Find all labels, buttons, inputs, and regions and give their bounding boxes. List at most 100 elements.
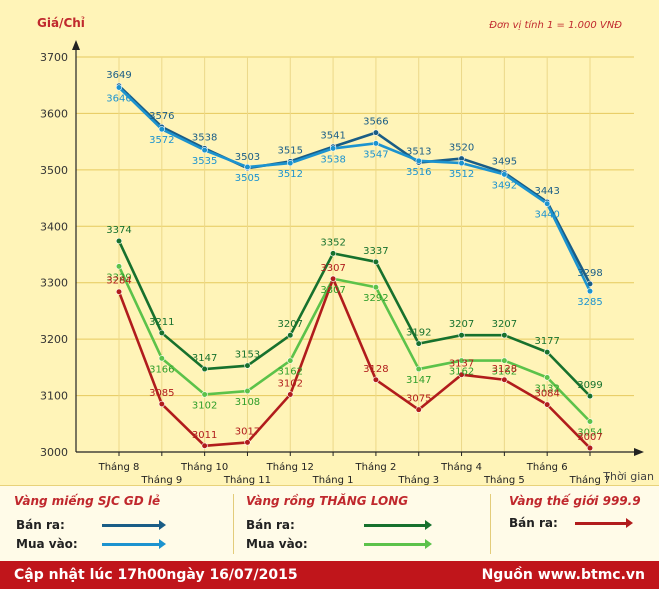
x-tick-label: Tháng 3 bbox=[397, 474, 439, 485]
data-point bbox=[244, 362, 251, 369]
data-point bbox=[586, 288, 594, 295]
data-label: 3512 bbox=[278, 169, 303, 180]
data-label: 3495 bbox=[492, 157, 517, 168]
legend-label-sjc-sell: Bán ra: bbox=[16, 518, 65, 532]
data-label: 3515 bbox=[278, 145, 303, 156]
unit-note: Đơn vị tính 1 = 1.000 VNĐ bbox=[489, 19, 622, 31]
axes bbox=[72, 40, 644, 456]
data-point bbox=[544, 374, 551, 381]
data-label: 3576 bbox=[149, 111, 174, 122]
data-label: 3538 bbox=[192, 132, 217, 143]
data-point bbox=[415, 340, 422, 347]
data-label: 3128 bbox=[363, 364, 388, 375]
data-point bbox=[544, 200, 551, 207]
x-tick-label: Tháng 6 bbox=[526, 461, 568, 473]
data-point bbox=[586, 393, 594, 400]
x-axis-title: Thời gian bbox=[602, 470, 654, 483]
data-point bbox=[501, 171, 508, 178]
data-label: 3192 bbox=[406, 328, 431, 339]
y-tick-label: 3400 bbox=[40, 220, 68, 233]
legend-swatch-world-sell bbox=[575, 518, 633, 528]
legend: Vàng miếng SJC GD lẻ Bán ra: Mua vào: Và… bbox=[0, 485, 659, 562]
y-tick-label: 3600 bbox=[40, 107, 68, 120]
data-point bbox=[458, 159, 465, 167]
legend-label-thanglong-sell: Bán ra: bbox=[246, 518, 295, 532]
data-label: 3535 bbox=[192, 156, 217, 167]
data-point bbox=[158, 400, 165, 408]
series-line-4 bbox=[117, 277, 591, 449]
x-tick-label: Tháng 2 bbox=[355, 461, 397, 473]
data-point bbox=[415, 365, 422, 373]
data-label: 3520 bbox=[449, 143, 474, 154]
data-label: 3128 bbox=[492, 364, 517, 375]
data-point bbox=[115, 263, 123, 270]
data-label: 3099 bbox=[577, 380, 602, 391]
data-point bbox=[372, 376, 380, 383]
data-point bbox=[287, 332, 294, 339]
update-time: Cập nhật lúc 17h00ngày 16/07/2015 bbox=[14, 567, 298, 583]
legend-title-sjc: Vàng miếng SJC GD lẻ bbox=[14, 494, 161, 508]
y-axis-title: Giá/Chỉ bbox=[37, 16, 85, 30]
data-label: 3538 bbox=[320, 154, 345, 165]
data-point bbox=[329, 250, 337, 257]
legend-divider bbox=[490, 494, 491, 554]
data-label: 3503 bbox=[235, 152, 260, 163]
line-chart: 3000 3100 3200 3300 3400 3500 3600 3700 Tháng 8… bbox=[37, 16, 654, 485]
data-label: 3108 bbox=[235, 397, 260, 408]
data-label: 3017 bbox=[235, 426, 260, 437]
footer-bar: Cập nhật lúc 17h00ngày 16/07/2015 Nguồn … bbox=[0, 561, 659, 589]
data-label: 3153 bbox=[235, 350, 260, 361]
legend-label-sjc-buy: Mua vào: bbox=[16, 537, 78, 551]
data-point bbox=[586, 418, 594, 425]
data-point bbox=[201, 147, 208, 154]
data-label: 3054 bbox=[577, 428, 602, 439]
data-point bbox=[244, 163, 251, 171]
data-labels: 3649 3576 3538 3503 3515 3541 3566 3513 3520 3495… bbox=[106, 70, 602, 443]
legend-group-thanglong: Vàng rồng THĂNG LONG Bán ra: Mua vào: bbox=[234, 486, 484, 562]
data-label: 3649 bbox=[106, 70, 131, 81]
legend-swatch-thanglong-sell bbox=[364, 520, 432, 530]
x-tick-label: Tháng 5 bbox=[483, 474, 525, 485]
data-label: 3207 bbox=[278, 319, 303, 330]
data-point bbox=[372, 284, 380, 291]
y-tick-label: 3300 bbox=[40, 277, 68, 290]
data-label: 3547 bbox=[363, 149, 388, 160]
data-label: 3211 bbox=[149, 317, 174, 328]
data-label: 3177 bbox=[534, 336, 559, 347]
data-label: 3011 bbox=[192, 430, 217, 441]
data-point bbox=[244, 439, 251, 446]
data-point bbox=[115, 84, 123, 91]
legend-swatch-sjc-sell bbox=[102, 520, 166, 530]
series-line-1 bbox=[118, 86, 592, 292]
x-tick-label: Tháng 7 bbox=[569, 474, 611, 485]
legend-swatch-sjc-buy bbox=[102, 539, 166, 549]
data-point bbox=[415, 406, 422, 413]
data-label: 3298 bbox=[577, 268, 602, 279]
data-label: 3207 bbox=[492, 319, 517, 330]
series-lines bbox=[115, 82, 594, 452]
data-label: 3541 bbox=[320, 131, 345, 142]
data-point bbox=[458, 357, 465, 364]
data-point bbox=[115, 237, 123, 245]
legend-group-sjc: Vàng miếng SJC GD lẻ Bán ra: Mua vào: bbox=[0, 486, 232, 562]
y-tick-label: 3000 bbox=[40, 446, 68, 459]
data-label: 3285 bbox=[577, 297, 602, 308]
data-label: 3132 bbox=[534, 384, 559, 395]
y-tick-label: 3200 bbox=[40, 333, 68, 346]
data-label: 3566 bbox=[363, 117, 388, 128]
data-label: 3352 bbox=[320, 237, 345, 248]
data-label: 3572 bbox=[149, 135, 174, 146]
data-point bbox=[501, 357, 508, 364]
data-label: 3075 bbox=[406, 394, 431, 405]
data-point bbox=[158, 355, 165, 362]
data-label: 3307 bbox=[320, 285, 345, 296]
data-label: 3162 bbox=[492, 367, 517, 378]
source-link[interactable]: Nguồn www.btmc.vn bbox=[481, 567, 645, 583]
data-point bbox=[287, 357, 294, 364]
data-point bbox=[458, 332, 465, 339]
data-label: 3137 bbox=[449, 359, 474, 370]
data-point bbox=[501, 376, 508, 383]
data-point bbox=[329, 145, 337, 152]
